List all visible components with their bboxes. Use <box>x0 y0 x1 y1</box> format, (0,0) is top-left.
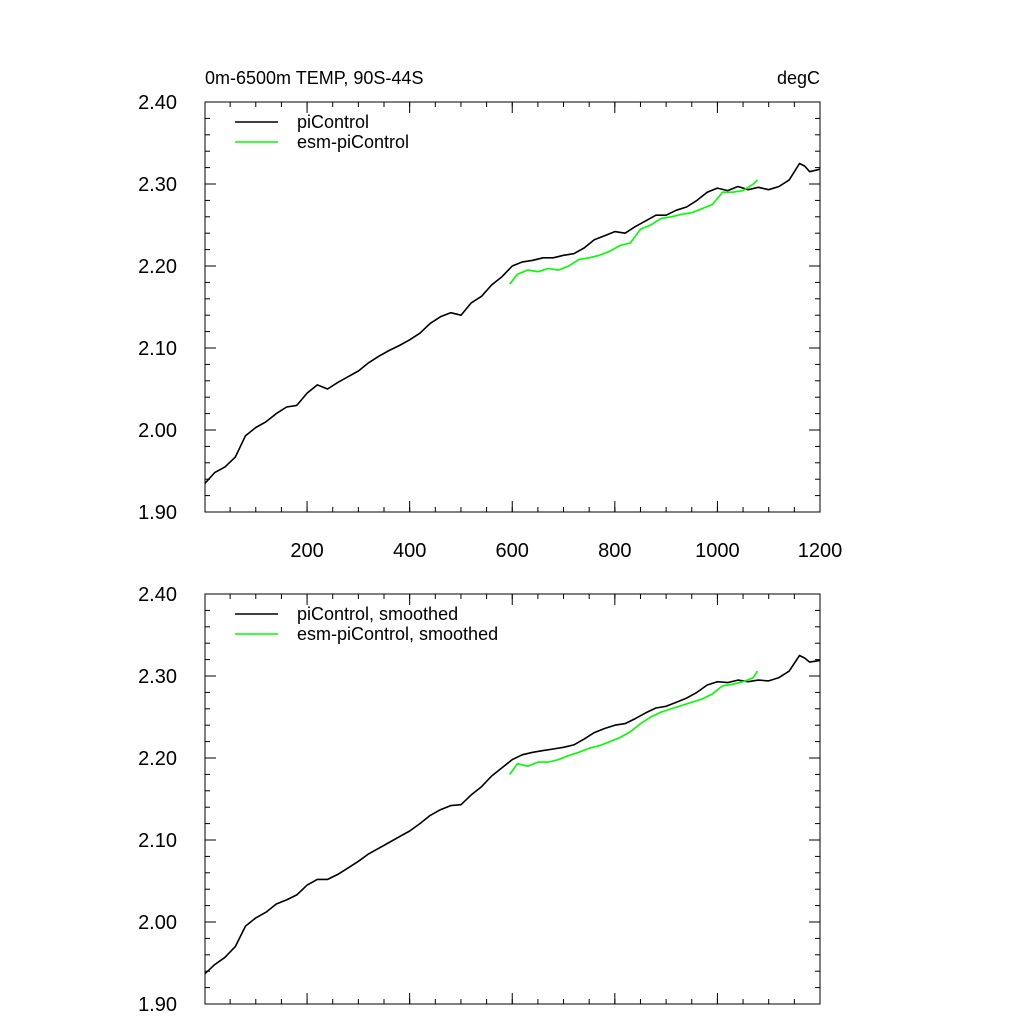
y-tick-label: 2.00 <box>138 420 177 442</box>
legend-label: esm-piControl, smoothed <box>297 624 498 644</box>
y-tick-label: 2.30 <box>138 174 177 196</box>
top-axes: 1.90 2.00 2.10 2.20 2.30 2.40 200 400 600 800 1000… <box>138 92 842 562</box>
series-line-esm-picontrol <box>509 670 759 775</box>
legend-label: piControl <box>297 112 369 132</box>
series-line-picontrol <box>204 654 821 975</box>
x-tick-label: 1200 <box>798 540 843 562</box>
y-tick-label: 2.40 <box>138 584 177 606</box>
top-chart-panel: 0m-6500m TEMP, 90S-44S degC 1.90 2.00 2.10… <box>138 68 842 562</box>
y-tick-label: 2.40 <box>138 92 177 114</box>
units-label: degC <box>777 68 820 88</box>
series-line-esm-picontrol <box>509 179 758 285</box>
y-tick-label: 2.00 <box>138 912 177 934</box>
x-tick-label: 200 <box>290 540 323 562</box>
series-line-picontrol <box>204 162 821 484</box>
y-tick-label: 2.20 <box>138 256 177 278</box>
legend-label: piControl, smoothed <box>297 604 458 624</box>
top-series <box>204 162 821 484</box>
x-tick-label: 600 <box>496 540 529 562</box>
y-tick-label: 2.30 <box>138 666 177 688</box>
chart-title: 0m-6500m TEMP, 90S-44S <box>205 68 423 88</box>
plot-frame <box>204 101 821 513</box>
y-tick-label: 1.90 <box>138 502 177 524</box>
y-tick-label: 2.20 <box>138 748 177 770</box>
x-tick-label: 800 <box>598 540 631 562</box>
bottom-axes: 1.90 2.00 2.10 2.20 2.30 2.40 <box>138 584 821 1016</box>
x-tick-label: 400 <box>393 540 426 562</box>
plot-frame <box>204 593 821 1005</box>
bottom-chart-panel: 1.90 2.00 2.10 2.20 2.30 2.40 piControl, smoo… <box>138 584 821 1016</box>
bottom-series <box>204 654 821 975</box>
x-tick-label: 1000 <box>695 540 740 562</box>
y-tick-label: 2.10 <box>138 338 177 360</box>
legend-label: esm-piControl <box>297 132 409 152</box>
y-tick-label: 2.10 <box>138 830 177 852</box>
y-tick-label: 1.90 <box>138 994 177 1016</box>
